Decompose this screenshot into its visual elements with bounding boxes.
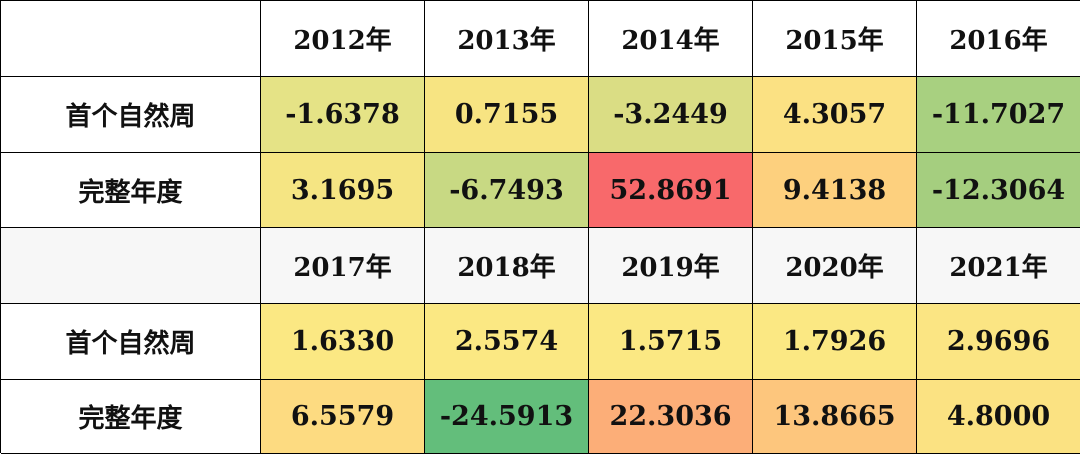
year-header: 2016年	[917, 1, 1080, 77]
value-cell: -6.7493	[425, 153, 589, 228]
value-cell: 0.7155	[425, 77, 589, 153]
year-header: 2021年	[917, 228, 1080, 304]
value-cell: 9.4138	[753, 153, 917, 228]
year-header: 2018年	[425, 228, 589, 304]
value-cell: 1.7926	[753, 304, 917, 380]
value-cell: 1.6330	[261, 304, 425, 380]
value-cell: 52.8691	[589, 153, 753, 228]
value-cell: -12.3064	[917, 153, 1080, 228]
value-cell: -11.7027	[917, 77, 1080, 153]
value-cell: 2.9696	[917, 304, 1080, 380]
value-cell: 1.5715	[589, 304, 753, 380]
value-cell: -3.2449	[589, 77, 753, 153]
year-header: 2017年	[261, 228, 425, 304]
header-corner-cell	[1, 1, 261, 77]
year-header: 2015年	[753, 1, 917, 77]
value-cell: 4.3057	[753, 77, 917, 153]
value-cell: 2.5574	[425, 304, 589, 380]
value-cell: 4.8000	[917, 380, 1080, 454]
year-header: 2019年	[589, 228, 753, 304]
value-cell: 3.1695	[261, 153, 425, 228]
value-cell: 22.3036	[589, 380, 753, 454]
row-label: 首个自然周	[1, 304, 261, 380]
year-header: 2013年	[425, 1, 589, 77]
year-header: 2014年	[589, 1, 753, 77]
row-label: 首个自然周	[1, 77, 261, 153]
value-cell: 6.5579	[261, 380, 425, 454]
value-cell: 13.8665	[753, 380, 917, 454]
year-header: 2020年	[753, 228, 917, 304]
value-cell: -1.6378	[261, 77, 425, 153]
value-cell: -24.5913	[425, 380, 589, 454]
header-corner-cell	[1, 228, 261, 304]
row-label: 完整年度	[1, 153, 261, 228]
year-header: 2012年	[261, 1, 425, 77]
row-label: 完整年度	[1, 380, 261, 454]
